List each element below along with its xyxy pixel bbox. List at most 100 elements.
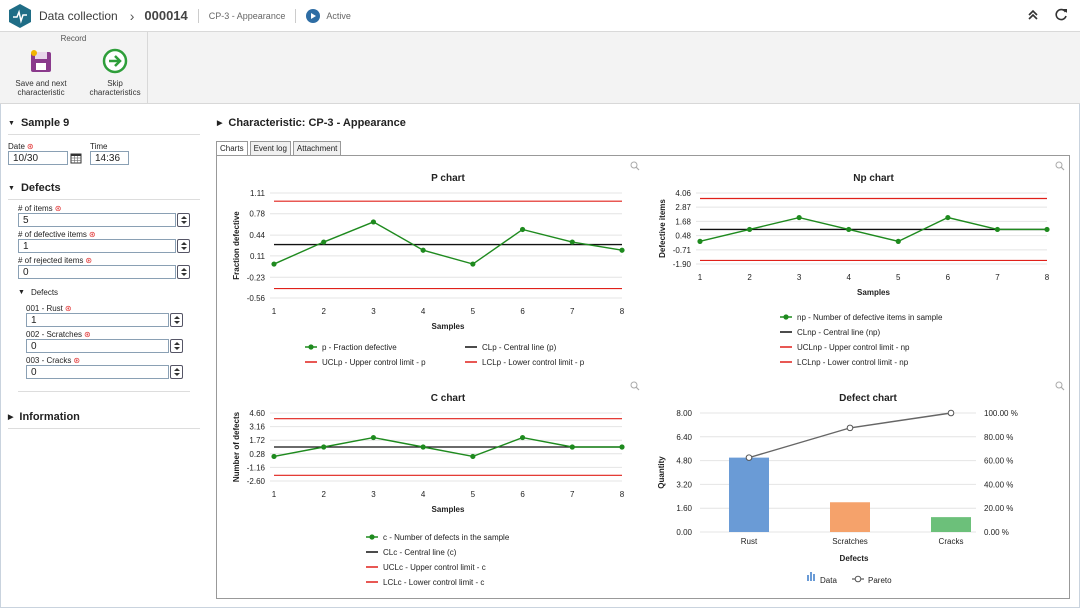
zoom-icon-handle <box>635 166 640 171</box>
zoom-icon-lens <box>1055 381 1063 389</box>
x-tick-label: Rust <box>741 537 758 546</box>
defective-stepper[interactable]: 1 <box>18 239 200 253</box>
x-axis-label: Samples <box>857 288 890 297</box>
record-id: 000014 <box>144 8 188 23</box>
y2-tick-label: 0.00 % <box>984 528 1009 537</box>
collapse-icon[interactable] <box>1026 8 1040 24</box>
legend-label: np - Number of defective items in sample <box>797 313 943 322</box>
bar-legend-icon-bar <box>807 575 809 581</box>
legend-label: p - Fraction defective <box>322 343 397 352</box>
defect-input-cracks[interactable]: 0 <box>26 365 169 379</box>
defect-stepper-cracks[interactable]: 0 <box>26 365 200 379</box>
spin-icon[interactable] <box>177 213 190 227</box>
y-tick-label: 0.11 <box>250 252 266 261</box>
zoom-icon-handle <box>1060 386 1065 391</box>
x-tick-label: 2 <box>321 307 326 316</box>
x-tick-label: 1 <box>698 273 703 282</box>
required-icon: ⊛ <box>88 230 96 239</box>
data-point <box>321 239 327 245</box>
date-input[interactable]: 10/30 <box>8 151 68 165</box>
characteristic-header[interactable]: ▶ Characteristic: CP-3 - Appearance <box>217 117 406 129</box>
x-tick-label: 2 <box>747 273 752 282</box>
tab-attachment[interactable]: Attachment <box>292 141 342 155</box>
play-icon <box>306 8 321 23</box>
zoom-icon <box>630 381 640 391</box>
save-and-next-button[interactable]: Save and next characteristic <box>6 48 76 97</box>
date-label: Date ⊛ <box>8 142 82 151</box>
spin-icon[interactable] <box>170 313 183 327</box>
x-tick-label: Scratches <box>832 537 868 546</box>
data-point <box>697 238 703 244</box>
defects-section-header[interactable]: ▼ Defects <box>8 179 200 197</box>
app-title: Data collection <box>39 8 118 23</box>
spin-icon[interactable] <box>170 365 183 379</box>
defect-label-text: 003 - Cracks <box>26 356 72 365</box>
x-tick-label: 7 <box>995 273 1000 282</box>
defect-stepper-scratches[interactable]: 0 <box>26 339 200 353</box>
ribbon-toolbar: Record Save and next characteristic Skip… <box>0 32 1080 104</box>
items-stepper[interactable]: 5 <box>18 213 200 227</box>
rejected-input[interactable]: 0 <box>18 265 176 279</box>
x-axis-label: Defects <box>840 554 869 563</box>
record-group: Record Save and next characteristic Skip… <box>0 32 148 104</box>
y2-tick-label: 80.00 % <box>984 433 1013 442</box>
y2-tick-label: 40.00 % <box>984 480 1013 489</box>
breadcrumb-chevron-icon: › <box>129 7 135 24</box>
defect-label-text: 002 - Scratches <box>26 330 83 339</box>
items-input[interactable]: 5 <box>18 213 176 227</box>
sample-section-header[interactable]: ▼ Sample 9 <box>8 114 200 132</box>
information-section-header[interactable]: ▶ Information <box>8 408 200 426</box>
time-input[interactable]: 14:36 <box>90 151 129 165</box>
defects-title: Defects <box>20 182 61 194</box>
calendar-icon[interactable] <box>70 152 82 164</box>
defects-sub-header[interactable]: ▼ Defects <box>18 283 200 301</box>
spin-icon[interactable] <box>177 265 190 279</box>
defects-sub-title: Defects <box>30 287 59 297</box>
bar <box>729 457 769 532</box>
rejected-stepper[interactable]: 0 <box>18 265 200 279</box>
defect-input-rust[interactable]: 1 <box>26 313 169 327</box>
spin-icon[interactable] <box>170 339 183 353</box>
expand-down-icon: ▼ <box>8 119 15 127</box>
defect-input-scratches[interactable]: 0 <box>26 339 169 353</box>
x-tick-label: 3 <box>371 490 376 499</box>
save-icon <box>31 50 51 72</box>
data-point <box>746 226 753 233</box>
y-tick-label: -0.56 <box>247 294 266 303</box>
data-point <box>569 444 575 450</box>
legend-marker <box>369 534 375 540</box>
x-tick-label: 6 <box>520 307 525 316</box>
app-logo-icon <box>9 3 31 28</box>
data-point <box>796 214 802 221</box>
y-tick-label: 8.00 <box>676 409 692 418</box>
defect-label: 003 - Cracks ⊛ <box>26 356 200 365</box>
x-tick-label: 8 <box>620 307 625 316</box>
legend-label: LCLnp - Lower control limit - np <box>797 358 909 367</box>
series-line <box>699 216 1047 243</box>
series-line <box>273 221 623 265</box>
legend-label: LCLp - Lower control limit - p <box>482 358 585 367</box>
divider <box>295 8 297 23</box>
x-tick-label: 1 <box>272 490 277 499</box>
expand-down-icon: ▼ <box>18 288 25 296</box>
skip-characteristics-button[interactable]: Skip characteristics <box>80 48 150 97</box>
tab-charts[interactable]: Charts <box>216 141 248 155</box>
y-tick-label: -0.23 <box>247 273 266 282</box>
zoom-icon <box>1055 381 1065 391</box>
y-tick-label: 2.87 <box>675 203 691 212</box>
data-point <box>1044 226 1050 233</box>
y-tick-label: -2.60 <box>247 477 266 486</box>
x-tick-label: 5 <box>896 273 901 282</box>
defective-label: # of defective items ⊛ <box>18 230 200 239</box>
y2-tick-label: 20.00 % <box>984 504 1013 513</box>
defective-input[interactable]: 1 <box>18 239 176 253</box>
x-tick-label: 8 <box>620 490 625 499</box>
defect-stepper-rust[interactable]: 1 <box>26 313 200 327</box>
spin-icon[interactable] <box>177 239 190 253</box>
x-tick-label: 4 <box>421 490 426 499</box>
save-label-line1: Save and next <box>15 79 67 88</box>
refresh-icon[interactable] <box>1054 8 1068 24</box>
tab-event-log[interactable]: Event log <box>249 141 291 155</box>
x-tick-label: 5 <box>471 307 476 316</box>
y-axis-label: Defective items <box>658 199 667 258</box>
